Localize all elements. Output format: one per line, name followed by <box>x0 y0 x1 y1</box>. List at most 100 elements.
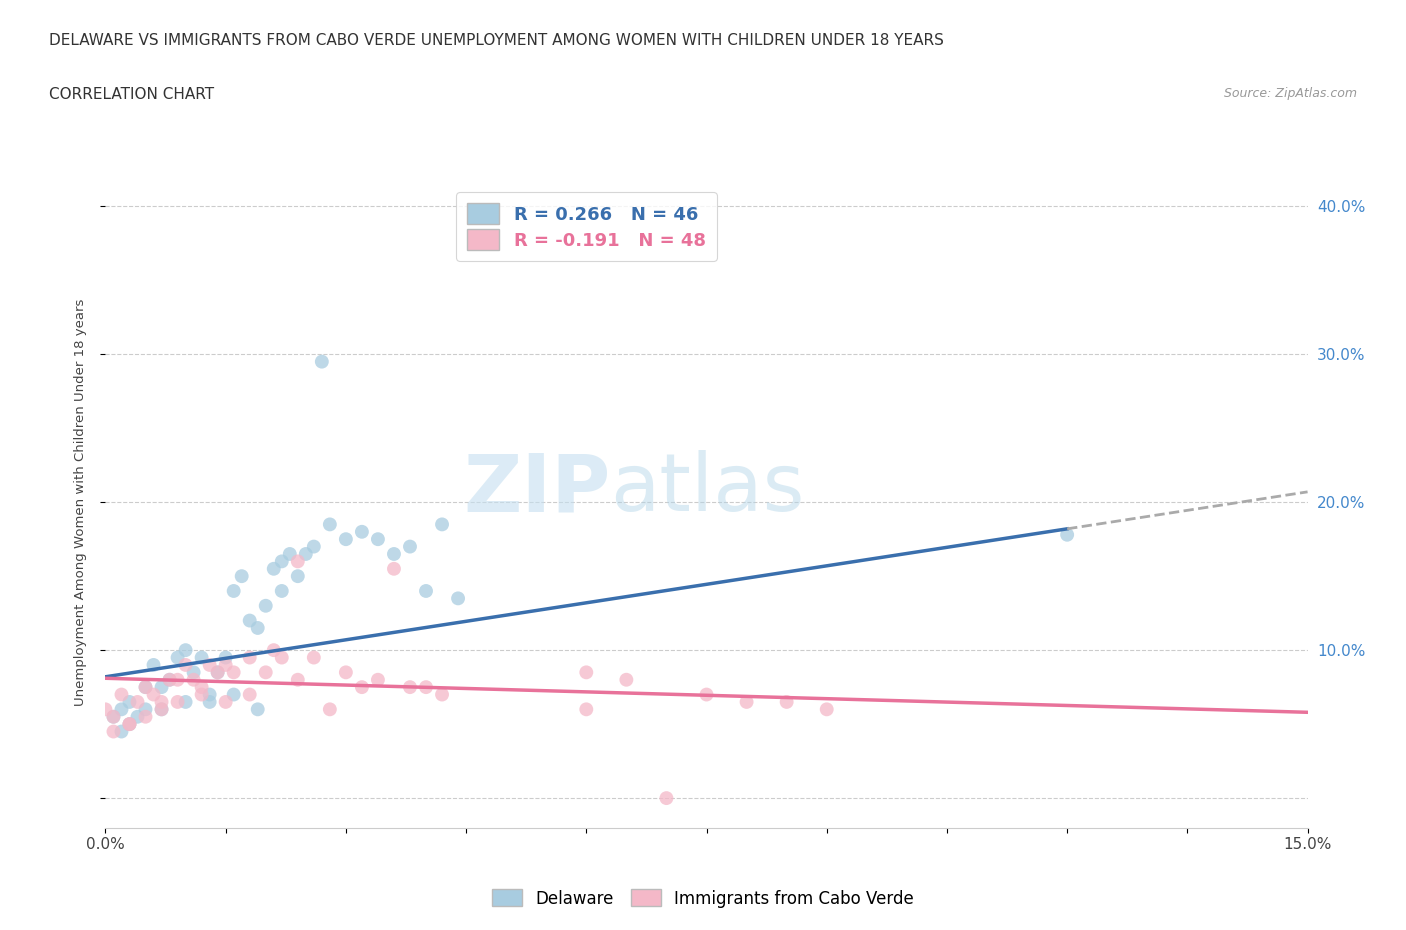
Point <box>198 658 221 672</box>
Point <box>198 695 221 710</box>
Point <box>430 517 453 532</box>
Point <box>110 687 132 702</box>
Point <box>135 680 157 695</box>
Point <box>166 650 188 665</box>
Point <box>399 539 422 554</box>
Point <box>207 665 229 680</box>
Point <box>150 695 173 710</box>
Point <box>382 547 405 562</box>
Point <box>302 650 325 665</box>
Point <box>447 591 470 605</box>
Point <box>127 695 149 710</box>
Point <box>190 680 212 695</box>
Legend: R = 0.266   N = 46, R = -0.191   N = 48: R = 0.266 N = 46, R = -0.191 N = 48 <box>456 193 717 261</box>
Point <box>127 710 149 724</box>
Point <box>815 702 838 717</box>
Point <box>270 583 292 598</box>
Point <box>166 695 188 710</box>
Point <box>174 643 197 658</box>
Point <box>335 532 357 547</box>
Point <box>214 658 236 672</box>
Point <box>103 710 125 724</box>
Point <box>207 665 229 680</box>
Point <box>367 672 389 687</box>
Point <box>239 650 262 665</box>
Point <box>776 695 799 710</box>
Point <box>183 672 205 687</box>
Point <box>575 665 598 680</box>
Point <box>118 717 141 732</box>
Point <box>696 687 718 702</box>
Point <box>103 724 125 739</box>
Point <box>263 643 285 658</box>
Point <box>190 687 212 702</box>
Point <box>287 569 309 584</box>
Point <box>174 658 197 672</box>
Point <box>278 547 301 562</box>
Point <box>135 680 157 695</box>
Point <box>190 650 212 665</box>
Point <box>118 717 141 732</box>
Point <box>1056 527 1078 542</box>
Point <box>94 702 117 717</box>
Point <box>254 665 277 680</box>
Point <box>246 702 269 717</box>
Point <box>239 687 262 702</box>
Point <box>150 702 173 717</box>
Point <box>415 680 437 695</box>
Point <box>142 658 165 672</box>
Point <box>214 650 236 665</box>
Point <box>319 517 342 532</box>
Point <box>142 687 165 702</box>
Text: Source: ZipAtlas.com: Source: ZipAtlas.com <box>1223 87 1357 100</box>
Text: atlas: atlas <box>610 450 804 528</box>
Point <box>135 702 157 717</box>
Point <box>575 702 598 717</box>
Point <box>382 562 405 577</box>
Point <box>118 717 141 732</box>
Point <box>350 525 373 539</box>
Point <box>222 583 245 598</box>
Point <box>150 702 173 717</box>
Point <box>159 672 181 687</box>
Point <box>311 354 333 369</box>
Point <box>135 710 157 724</box>
Point <box>287 672 309 687</box>
Point <box>231 569 253 584</box>
Point <box>254 598 277 613</box>
Point <box>415 583 437 598</box>
Point <box>367 532 389 547</box>
Point <box>103 710 125 724</box>
Point <box>174 695 197 710</box>
Point <box>399 680 422 695</box>
Point <box>159 672 181 687</box>
Point <box>616 672 638 687</box>
Point <box>302 539 325 554</box>
Point <box>183 665 205 680</box>
Point <box>166 672 188 687</box>
Point <box>110 702 132 717</box>
Point <box>110 724 132 739</box>
Point <box>150 680 173 695</box>
Point <box>118 695 141 710</box>
Y-axis label: Unemployment Among Women with Children Under 18 years: Unemployment Among Women with Children U… <box>75 299 87 706</box>
Point <box>222 665 245 680</box>
Point <box>198 687 221 702</box>
Point <box>735 695 758 710</box>
Point <box>655 790 678 805</box>
Point <box>246 620 269 635</box>
Point <box>263 562 285 577</box>
Text: CORRELATION CHART: CORRELATION CHART <box>49 87 214 102</box>
Point <box>214 695 236 710</box>
Point <box>222 687 245 702</box>
Point <box>295 547 318 562</box>
Point <box>319 702 342 717</box>
Text: DELAWARE VS IMMIGRANTS FROM CABO VERDE UNEMPLOYMENT AMONG WOMEN WITH CHILDREN UN: DELAWARE VS IMMIGRANTS FROM CABO VERDE U… <box>49 33 943 47</box>
Point <box>430 687 453 702</box>
Point <box>287 554 309 569</box>
Point <box>335 665 357 680</box>
Legend: Delaware, Immigrants from Cabo Verde: Delaware, Immigrants from Cabo Verde <box>485 883 921 914</box>
Point <box>350 680 373 695</box>
Point <box>239 613 262 628</box>
Point <box>270 650 292 665</box>
